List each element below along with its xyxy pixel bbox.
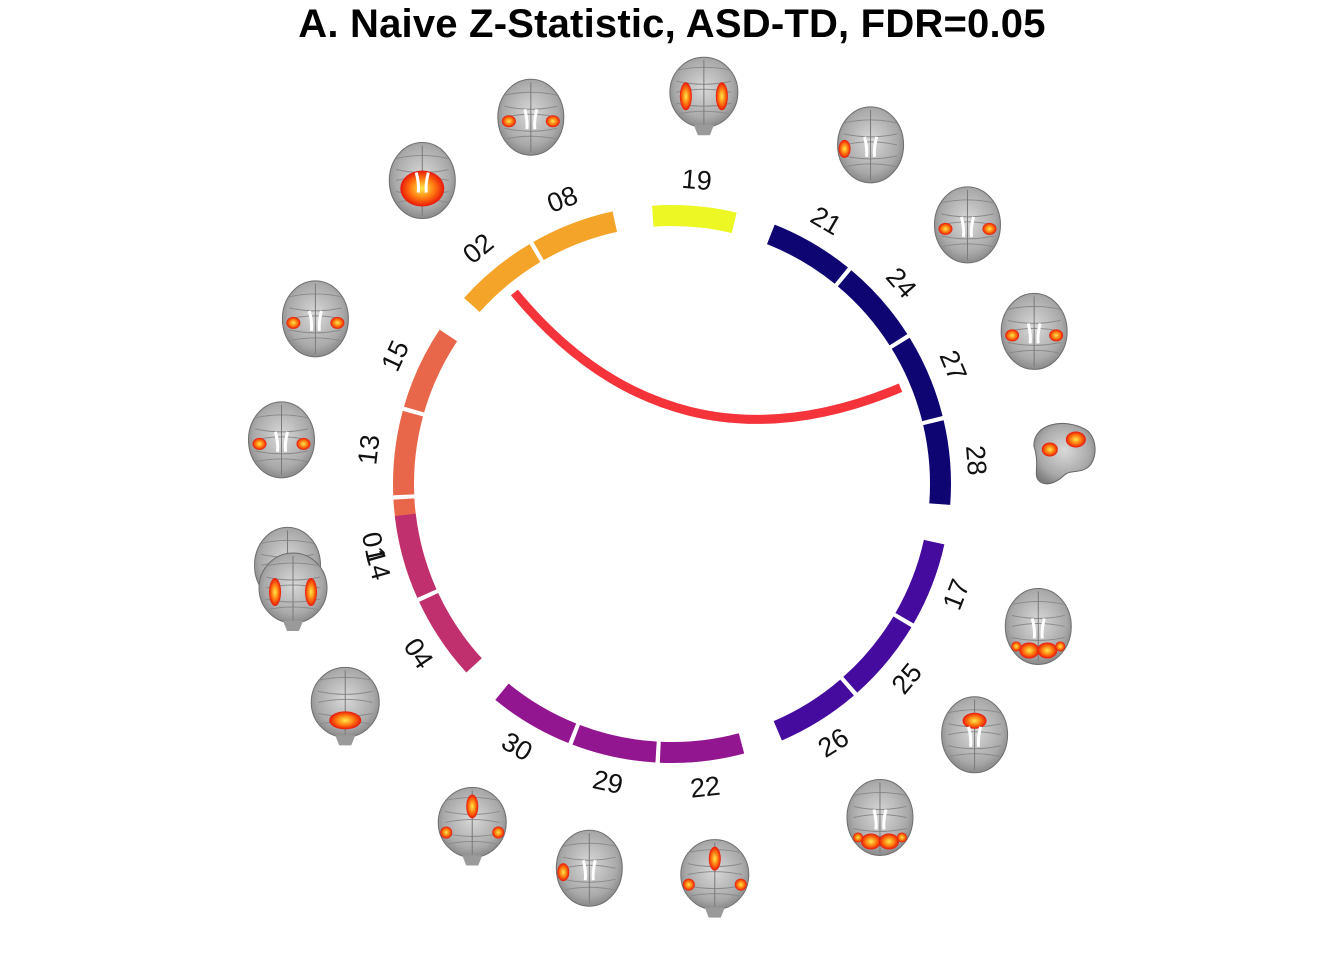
links-layer [510, 289, 903, 424]
component-label-04: 04 [398, 633, 440, 675]
segment-30 [495, 683, 577, 744]
link-02-27 [510, 289, 903, 424]
component-label-25: 25 [886, 657, 928, 699]
brain-axial-lateral-icon [555, 829, 623, 907]
segment-08 [533, 211, 618, 261]
brain-axial-bilateral-icon [497, 78, 565, 156]
component-label-21: 21 [806, 200, 847, 241]
component-label-17: 17 [937, 575, 976, 614]
component-label-13: 13 [352, 433, 385, 466]
brain-axial-bilateral-icon [1000, 292, 1068, 370]
segment-04 [419, 593, 482, 673]
segment-26 [773, 679, 854, 741]
component-label-19: 19 [681, 164, 713, 196]
component-label-27: 27 [933, 346, 972, 385]
component-label-02: 02 [457, 227, 499, 269]
segment-02 [464, 244, 541, 313]
component-label-01: 01 [356, 529, 392, 565]
component-label-29: 29 [590, 764, 626, 800]
segment-14 [394, 513, 437, 598]
segment-15 [403, 329, 458, 413]
segment-21 [766, 224, 848, 284]
segment-13 [393, 410, 424, 496]
component-label-08: 08 [543, 180, 582, 219]
brain-axial-lateral-icon [837, 106, 905, 184]
brain-thumbnails [247, 56, 1096, 918]
brain-coronal-medial-icon [680, 839, 750, 918]
segment-22 [659, 733, 745, 763]
brain-coronal-bilateral-icon [669, 56, 739, 136]
brain-axial-medial-icon [941, 696, 1009, 774]
brain-coronal-medial-icon [437, 786, 507, 866]
segment-19 [652, 205, 737, 234]
segment-27 [891, 337, 943, 422]
component-label-14: 14 [359, 546, 396, 583]
segment-29 [572, 725, 657, 763]
component-label-24: 24 [880, 262, 922, 304]
brain-axial-posterior-icon [1004, 587, 1072, 665]
component-label-15: 15 [375, 336, 415, 376]
brain-coronal-bilateral-icon [258, 552, 328, 632]
chart-title: A. Naive Z-Statistic, ASD-TD, FDR=0.05 [298, 2, 1046, 46]
segment-24 [837, 270, 908, 346]
segment-17 [895, 539, 945, 624]
brain-axial-bilateral-icon [281, 280, 349, 358]
component-label-28: 28 [960, 444, 992, 476]
component-label-30: 30 [496, 726, 537, 767]
brain-axial-bilateral-icon [247, 401, 315, 479]
brain-axial-bilateral-icon [933, 186, 1001, 264]
brain-axial-posterior-icon [846, 778, 914, 856]
brain-sagittal-icon [1033, 422, 1096, 485]
component-label-22: 22 [689, 771, 722, 804]
component-labels: 01 13 15 02 08 19 21 24 27 28 17 25 26 22 29 30 04 14 [352, 164, 992, 804]
segment-25 [843, 616, 912, 693]
component-ring [393, 205, 951, 763]
brain-axial-cerebellum-icon [388, 142, 456, 220]
segment-28 [923, 420, 951, 505]
brain-coronal-cerebellum-icon [310, 666, 380, 746]
component-label-26: 26 [813, 722, 854, 763]
